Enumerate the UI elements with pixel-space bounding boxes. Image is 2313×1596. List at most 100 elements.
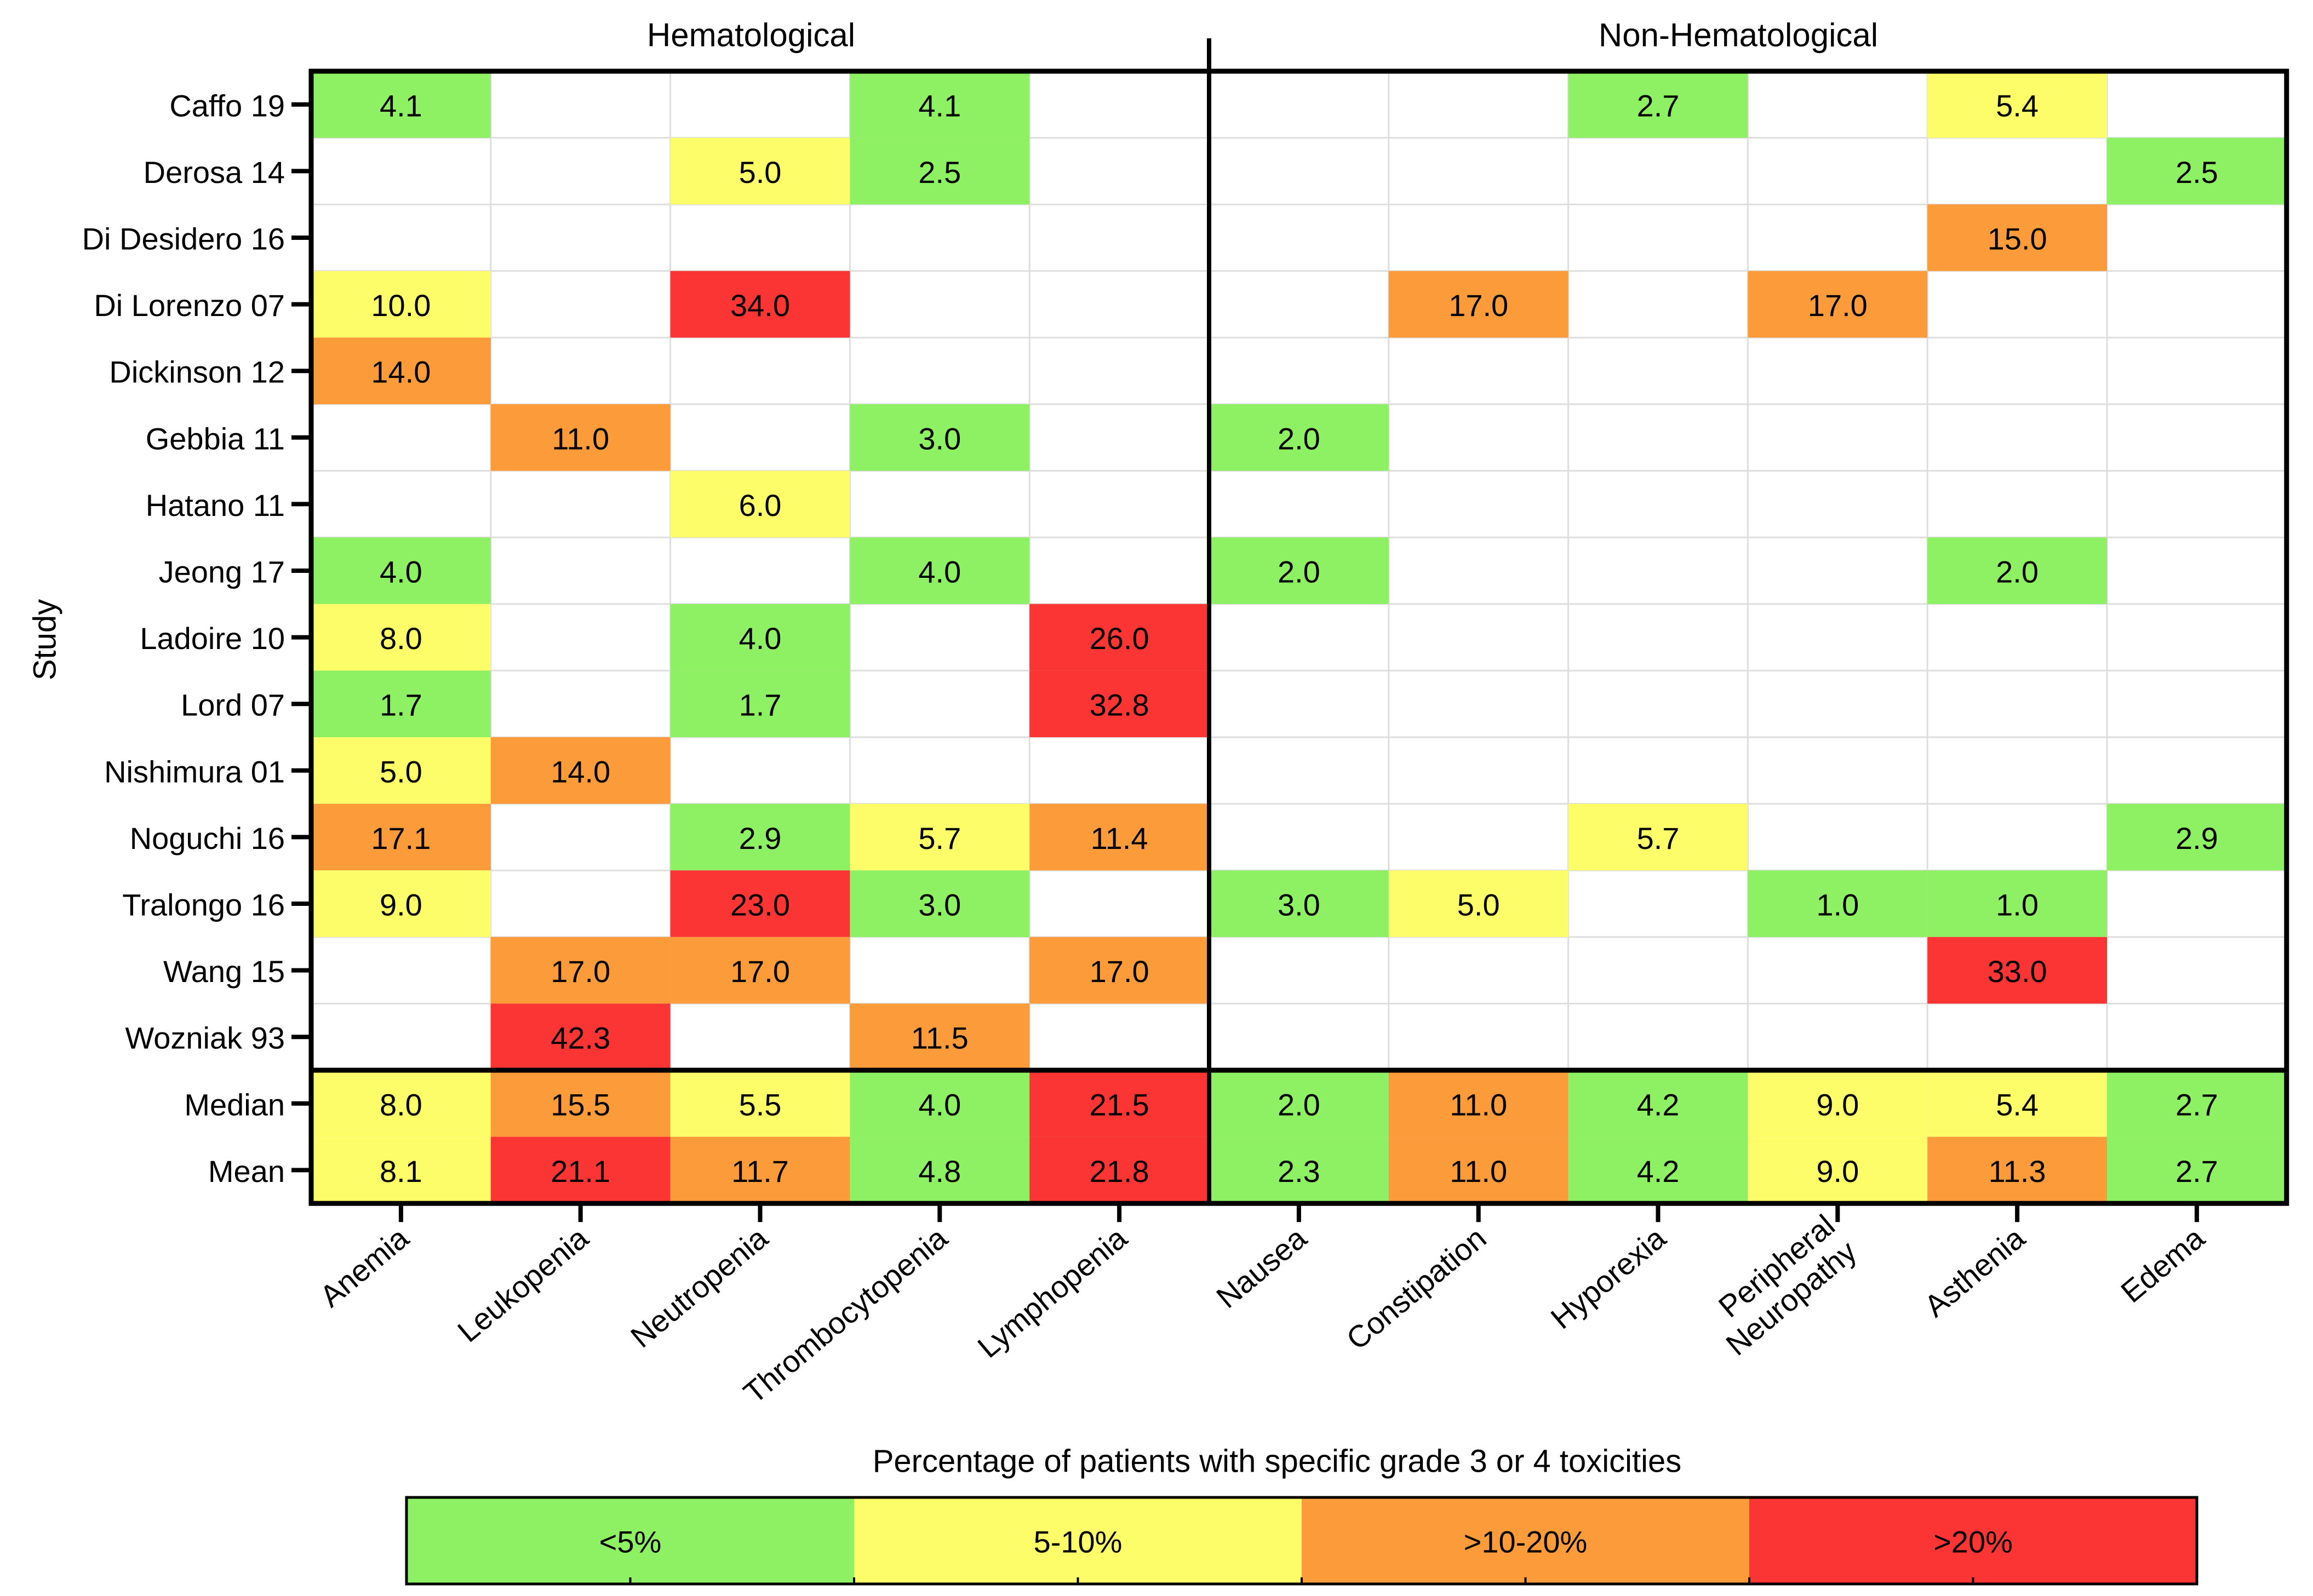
legend-bins: <5% 5-10% >10-20% >20% [405, 1496, 2199, 1586]
heatmap-cell [311, 1070, 491, 1137]
row-label-tralongo-16: Tralongo 16 [122, 888, 285, 922]
cell-value-label: 17.0 [1449, 288, 1508, 323]
column-label-peripheral-neuropathy: PeripheralNeuropathy [1697, 1208, 1863, 1362]
cell-value-label: 5.4 [1996, 88, 2039, 123]
heatmap-cell [850, 537, 1030, 604]
row-label-median: Median [184, 1087, 285, 1122]
row-label-jeong-17: Jeong 17 [159, 555, 285, 589]
heatmap-cell [1388, 271, 1568, 338]
cell-value-label: 2.3 [1278, 1154, 1320, 1189]
cell-value-label: 42.3 [551, 1021, 610, 1055]
heatmap-cell [2107, 803, 2287, 871]
cell-value-label: 11.5 [911, 1021, 969, 1055]
column-label-lymphopenia: Lymphopenia [971, 1220, 1133, 1365]
heatmap-cell [670, 670, 850, 737]
cell-value-label: 9.0 [1816, 1087, 1859, 1122]
heatmap-cell [1748, 271, 1928, 338]
cell-value-label: 11.0 [552, 421, 609, 456]
cell-value-label: 5.0 [739, 155, 782, 190]
column-label-hyporexia: Hyporexia [1544, 1220, 1673, 1336]
heatmap-cell [670, 271, 850, 338]
row-label-gebbia-11: Gebbia 11 [146, 421, 285, 456]
legend-swatch-2 [854, 1497, 1302, 1584]
heatmap-cell [311, 537, 491, 604]
heatmap-cell [1029, 670, 1209, 737]
legend-swatch-4 [1749, 1497, 2197, 1584]
heatmap-cell [670, 1070, 850, 1137]
heatmap-cell [1029, 604, 1209, 671]
heatmap-cell [1568, 803, 1748, 871]
row-label-nishimura-01: Nishimura 01 [104, 754, 285, 789]
cell-value-label: 2.7 [1637, 88, 1680, 123]
cell-value-label: 4.8 [918, 1154, 961, 1189]
heatmap-cell [1209, 1136, 1389, 1204]
legend-label-3: >10-20% [1464, 1525, 1588, 1559]
cell-value-label: 2.0 [1278, 421, 1320, 456]
heatmap-cell [1209, 537, 1389, 604]
cell-value-label: 1.7 [380, 688, 422, 722]
group-label-hematological: Hematological [647, 17, 855, 54]
heatmap-cell [1927, 870, 2107, 937]
cell-value-label: 34.0 [730, 288, 790, 323]
cell-value-label: 4.0 [739, 621, 782, 656]
cell-value-label: 2.5 [918, 155, 961, 190]
heatmap-cell [1388, 870, 1568, 937]
heatmap-cell [1568, 1070, 1748, 1137]
cell-value-label: 1.0 [1996, 888, 2039, 922]
cell-value-label: 9.0 [1816, 1154, 1859, 1189]
row-label-di-desidero-16: Di Desidero 16 [82, 222, 285, 256]
heatmap-cell [311, 737, 491, 804]
heatmap-cell [670, 137, 850, 205]
heatmap-cell [1927, 1136, 2107, 1204]
heatmap-cell [1927, 71, 2107, 138]
cell-value-label: 4.1 [380, 88, 422, 123]
heatmap-cell [311, 271, 491, 338]
cell-value-label: 8.1 [380, 1154, 422, 1189]
heatmap-cell [2107, 137, 2287, 205]
cell-value-label: 14.0 [551, 754, 610, 789]
heatmap-cell [1927, 937, 2107, 1004]
cell-value-label: 5.7 [918, 821, 961, 856]
cell-value-label: 8.0 [380, 621, 422, 656]
cell-value-label: 5.7 [1637, 821, 1680, 856]
cell-value-label: 4.2 [1637, 1154, 1680, 1189]
heatmap-cell [850, 870, 1030, 937]
cell-value-label: 15.0 [1988, 222, 2047, 256]
heatmap-cell [1209, 1070, 1389, 1137]
cell-value-label: 2.0 [1996, 555, 2039, 589]
cell-value-label: 9.0 [380, 888, 422, 922]
legend-swatch-3 [1302, 1497, 1749, 1584]
cell-value-label: 17.1 [371, 821, 431, 856]
heatmap-cell [1568, 1136, 1748, 1204]
legend-title: Percentage of patients with specific gra… [873, 1444, 1682, 1479]
cell-value-label: 1.7 [739, 688, 782, 722]
cell-value-label: 4.1 [918, 88, 961, 123]
legend-label-2: 5-10% [1034, 1525, 1123, 1559]
heatmap-cell [670, 803, 850, 871]
y-axis-title: Study [27, 599, 63, 680]
legend-frame [405, 1496, 2199, 1586]
legend-label-4: >20% [1933, 1525, 2013, 1559]
heatmap-cell [311, 337, 491, 404]
row-label-lord-07: Lord 07 [181, 688, 285, 722]
heatmap-cell [1029, 937, 1209, 1004]
cell-value-label: 4.0 [918, 1087, 961, 1122]
cell-value-label: 11.4 [1091, 821, 1148, 856]
cell-value-label: 14.0 [371, 355, 431, 389]
row-label-ladoire-10: Ladoire 10 [140, 621, 285, 656]
row-label-wang-15: Wang 15 [163, 954, 285, 989]
heatmap-cell [490, 937, 671, 1004]
heatmap-cell [1748, 1070, 1928, 1137]
heatmap-cell [1029, 1070, 1209, 1137]
cell-value-label: 4.0 [380, 555, 422, 589]
heatmap-cell [670, 937, 850, 1004]
heatmap-cell [490, 737, 671, 804]
cell-value-label: 2.0 [1278, 1087, 1320, 1122]
heatmap-cell [490, 1070, 671, 1137]
heatmap-cell [2107, 1070, 2287, 1137]
heatmap-cell [1748, 870, 1928, 937]
cell-value-label: 3.0 [918, 888, 961, 922]
cell-value-label: 1.0 [1816, 888, 1859, 922]
cell-value-label: 21.8 [1090, 1154, 1149, 1189]
